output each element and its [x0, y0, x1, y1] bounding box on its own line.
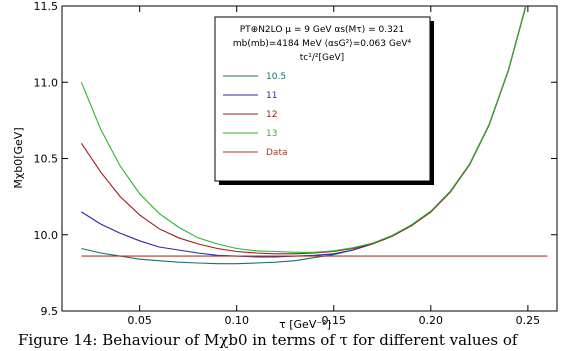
- annotation-line-3: tc¹/²[GeV]: [300, 53, 344, 63]
- series-lines: [80, 6, 548, 265]
- x-tick-label: 0.15: [322, 314, 347, 327]
- legend-label: Data: [266, 148, 288, 158]
- x-tick-label: 0.25: [516, 314, 541, 327]
- legend-box: PT⊕N2LO μ = 9 GeV αs(Mτ) = 0.321 mb(mb)=…: [214, 16, 434, 185]
- x-tick-label: 0.20: [419, 314, 444, 327]
- annotation-line-2: mb(mb)=4184 MeV ⟨αsG²⟩=0.063 GeV⁴: [233, 39, 412, 49]
- y-axis-label: Mχb0[GeV]: [12, 127, 25, 188]
- series-line-13: [80, 6, 527, 253]
- legend-label: 12: [266, 110, 277, 120]
- y-tick-label: 11.0: [34, 76, 59, 89]
- x-tick-label: 0.10: [224, 314, 249, 327]
- figure-caption: Figure 14: Behaviour of Mχb0 in terms of…: [18, 331, 518, 349]
- y-tick-label: 10.5: [34, 153, 59, 166]
- y-tick-label: 11.5: [34, 0, 59, 13]
- legend-entries: 10.5 11 12 13 Data: [223, 72, 288, 158]
- y-tick-label: 9.5: [41, 305, 59, 318]
- axis-ticks: 0.05 0.10 0.15 0.20 0.25 9.5 10.0 10.5 11.0 11.5: [34, 0, 557, 327]
- x-axis-label: τ [GeV⁻²]: [279, 318, 331, 330]
- x-tick-label: 0.05: [127, 314, 152, 327]
- legend-label: 10.5: [266, 72, 286, 82]
- y-tick-label: 10.0: [34, 229, 59, 242]
- legend-label: 11: [266, 91, 277, 101]
- legend-label: 13: [266, 129, 277, 139]
- chart: 0.05 0.10 0.15 0.20 0.259.510.010.511.011.5 …: [12, 0, 558, 330]
- annotation-line-1: PT⊕N2LO μ = 9 GeV αs(Mτ) = 0.321: [240, 25, 405, 35]
